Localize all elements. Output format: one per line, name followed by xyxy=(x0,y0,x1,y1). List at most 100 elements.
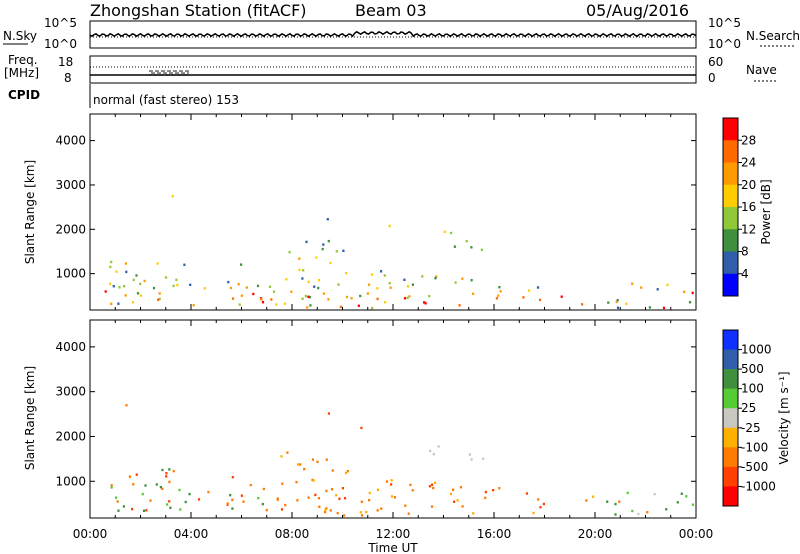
range-cell xyxy=(443,230,446,234)
range-cell xyxy=(368,499,371,502)
nave-dip-point xyxy=(183,72,185,74)
range-cell xyxy=(242,500,245,503)
range-cell xyxy=(336,511,339,515)
colorbar-segment xyxy=(723,388,738,409)
nave-dip-point xyxy=(161,74,163,76)
range-cell xyxy=(110,484,113,487)
range-cell xyxy=(125,270,128,274)
range-cell xyxy=(656,288,659,291)
range-cell xyxy=(432,486,435,490)
x-tick-label: 12:00 xyxy=(376,527,411,541)
range-cell xyxy=(384,301,387,304)
cpid-label: CPID xyxy=(8,88,40,102)
range-cell xyxy=(498,286,501,289)
range-cell xyxy=(125,404,128,407)
range-cell xyxy=(331,469,334,472)
freq-tick-top: 18 xyxy=(58,55,73,69)
range-cell xyxy=(116,500,119,503)
range-cell xyxy=(344,471,348,475)
range-cell xyxy=(164,276,168,279)
nave-dip-point xyxy=(151,72,153,74)
range-cell xyxy=(411,489,414,492)
power-heatmap xyxy=(104,195,694,310)
range-cell xyxy=(366,292,369,295)
range-cell xyxy=(296,463,300,466)
range-cell xyxy=(360,500,363,503)
range-cell xyxy=(280,508,284,511)
range-cell xyxy=(666,283,669,287)
range-cell xyxy=(237,283,240,286)
range-cell xyxy=(380,507,383,510)
nave-tick-bottom: 0 xyxy=(708,71,716,85)
range-cell xyxy=(470,246,473,249)
range-cell xyxy=(472,292,475,295)
range-cell xyxy=(484,490,487,494)
range-cell xyxy=(357,304,360,307)
range-cell xyxy=(262,487,265,491)
range-cell xyxy=(614,513,617,516)
range-cell xyxy=(337,283,340,286)
colorbar-segment xyxy=(723,486,738,507)
velocity-heatmap xyxy=(110,404,694,517)
range-cell xyxy=(411,283,414,286)
nave-dip-point xyxy=(163,72,165,74)
range-cell xyxy=(495,297,498,300)
colorbar-segment xyxy=(723,207,738,230)
velocity-axes: 1000 2000 3000 4000 xyxy=(55,320,697,518)
range-cell xyxy=(149,499,152,502)
colorbar-segment xyxy=(723,330,738,351)
nave-dip-point xyxy=(157,70,159,72)
range-cell xyxy=(305,240,308,244)
range-cell xyxy=(285,278,288,281)
power-axes: 1000 2000 3000 4000 xyxy=(55,114,697,310)
range-cell xyxy=(158,297,161,301)
range-cell xyxy=(614,502,617,506)
colorbar-tick-label: -25 xyxy=(741,421,761,435)
range-cell xyxy=(581,303,584,306)
range-cell xyxy=(308,295,311,299)
range-cell xyxy=(371,306,374,310)
nave-dip-point xyxy=(177,74,179,76)
nave-dip-point xyxy=(171,72,173,74)
range-cell xyxy=(403,297,407,300)
range-cell xyxy=(326,218,329,221)
range-cell xyxy=(403,278,406,281)
range-cell xyxy=(640,286,643,289)
range-cell xyxy=(166,503,169,506)
range-cell xyxy=(343,514,346,517)
colorbar-segment xyxy=(723,162,738,186)
range-cell xyxy=(112,285,115,288)
range-cell xyxy=(143,279,146,283)
nsky-tick-top: 10^5 xyxy=(44,16,77,30)
range-cell xyxy=(539,506,542,509)
range-cell xyxy=(383,274,386,277)
nave-dip-point xyxy=(175,70,177,72)
range-cell xyxy=(231,297,235,300)
range-cell xyxy=(118,286,121,289)
colorbar-tick-label: 8 xyxy=(741,245,749,259)
range-cell xyxy=(327,298,330,301)
colorbar-tick-label: 16 xyxy=(741,200,756,214)
range-cell xyxy=(315,256,318,259)
range-cell xyxy=(435,275,438,278)
range-cell xyxy=(428,295,431,298)
range-cell xyxy=(365,510,368,514)
freq-tick-bottom: 8 xyxy=(64,71,72,85)
range-cell xyxy=(249,483,252,487)
range-cell xyxy=(380,270,383,273)
range-cell xyxy=(229,493,232,497)
range-cell xyxy=(431,483,434,486)
nave-dip-point xyxy=(157,72,159,74)
range-cell xyxy=(156,262,159,265)
range-cell xyxy=(283,302,286,305)
colorbar-segment xyxy=(723,447,738,468)
range-cell xyxy=(345,295,348,299)
range-cell xyxy=(637,512,640,516)
range-cell xyxy=(183,263,186,266)
range-cell xyxy=(240,263,243,266)
power-panel-frame xyxy=(89,113,697,311)
range-cell xyxy=(161,487,164,490)
nave-dip-point xyxy=(181,72,183,74)
colorbar-segment xyxy=(723,229,738,252)
range-cell xyxy=(691,291,694,295)
